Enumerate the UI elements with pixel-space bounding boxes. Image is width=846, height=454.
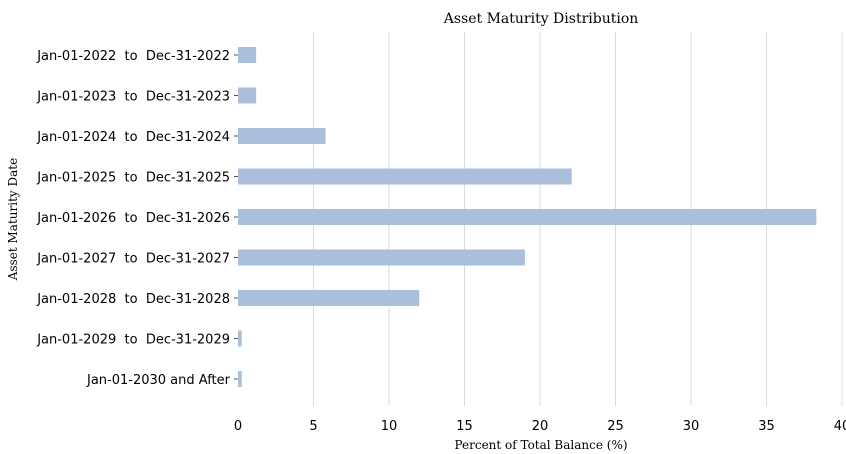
x-tick-label: 40: [834, 419, 846, 434]
y-tick-label: Jan-01-2029 to Dec-31-2029: [36, 333, 230, 348]
x-tick-label: 20: [532, 419, 549, 434]
bar: [238, 128, 326, 144]
chart-title: Asset Maturity Distribution: [443, 11, 639, 27]
bar: [238, 47, 257, 63]
bar: [238, 249, 525, 266]
y-tick-label: Jan-01-2030 and After: [86, 373, 231, 388]
x-tick-label: 0: [234, 419, 242, 434]
x-axis-label: Percent of Total Balance (%): [454, 438, 627, 452]
y-tick-label: Jan-01-2022 to Dec-31-2022: [36, 49, 230, 64]
x-tick-label: 5: [309, 419, 317, 434]
y-tick-label: Jan-01-2027 to Dec-31-2027: [36, 252, 230, 267]
x-axis-ticks: 0 5 10 15 20 25 30 35 40: [234, 419, 846, 434]
bar: [238, 290, 420, 306]
x-tick-label: 15: [456, 419, 473, 434]
y-axis-label: Asset Maturity Date: [6, 158, 20, 281]
x-tick-label: 35: [758, 419, 775, 434]
y-axis-ticks: Jan-01-2022 to Dec-31-2022 Jan-01-2023 to…: [36, 49, 238, 388]
y-tick-label: Jan-01-2026 to Dec-31-2026: [36, 211, 230, 226]
y-tick-label: Jan-01-2023 to Dec-31-2023: [36, 90, 230, 105]
bar: [238, 168, 572, 185]
x-tick-label: 30: [683, 419, 700, 434]
y-tick-label: Jan-01-2025 to Dec-31-2025: [36, 171, 230, 186]
y-tick-label: Jan-01-2028 to Dec-31-2028: [36, 292, 230, 307]
x-tick-label: 10: [381, 419, 398, 434]
bar: [238, 87, 257, 104]
x-tick-label: 25: [607, 419, 624, 434]
y-tick-label: Jan-01-2024 to Dec-31-2024: [36, 130, 230, 145]
bar: [238, 330, 242, 347]
bar: [238, 209, 817, 225]
bars: [238, 47, 817, 387]
bar: [238, 371, 242, 387]
